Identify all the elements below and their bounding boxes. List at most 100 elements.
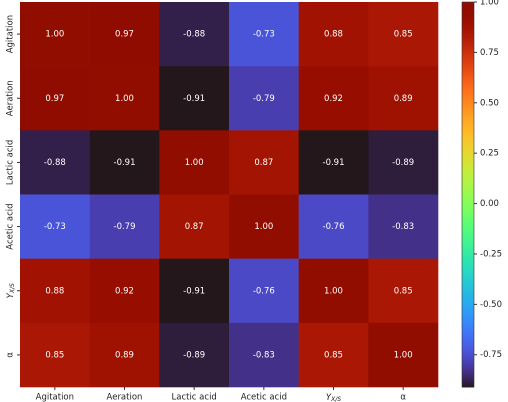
colorbar-segment bbox=[462, 306, 474, 309]
colorbar-segment bbox=[462, 346, 474, 349]
heatmap-cell bbox=[229, 130, 299, 195]
cell-label: 0.85 bbox=[394, 30, 413, 40]
colorbar-segment bbox=[462, 258, 474, 261]
colorbar-tick-label: 0.25 bbox=[480, 149, 499, 159]
colorbar-segment bbox=[462, 246, 474, 249]
cell-label: 0.89 bbox=[394, 94, 413, 104]
colorbar-segment bbox=[462, 340, 474, 344]
colorbar-segment bbox=[462, 136, 474, 140]
cell-label: -0.76 bbox=[323, 222, 345, 232]
x-tick-label: Agitation bbox=[36, 393, 74, 402]
colorbar-segment bbox=[462, 302, 474, 305]
cell-label: 1.00 bbox=[185, 158, 204, 168]
label-sub: X/S bbox=[9, 283, 16, 294]
colorbar-segment bbox=[462, 5, 474, 9]
colorbar-segment bbox=[462, 125, 474, 128]
colorbar-segment bbox=[462, 46, 474, 49]
cell-label: 0.88 bbox=[45, 286, 64, 296]
cell-label: 0.87 bbox=[254, 158, 273, 168]
colorbar-segment bbox=[462, 296, 474, 299]
colorbar-segment bbox=[462, 329, 474, 332]
colorbar-segment bbox=[462, 121, 474, 124]
colorbar-tick-label: -0.50 bbox=[480, 300, 502, 310]
colorbar-segment bbox=[462, 263, 474, 267]
colorbar-segment bbox=[462, 190, 474, 194]
colorbar-segment bbox=[462, 215, 474, 219]
colorbar-segment bbox=[462, 304, 474, 307]
colorbar-segment bbox=[462, 244, 474, 247]
colorbar-segment bbox=[462, 350, 474, 353]
colorbar-segment bbox=[462, 117, 474, 120]
colorbar-tick-label: -0.75 bbox=[480, 350, 502, 360]
label-sub: X/S bbox=[330, 396, 341, 402]
colorbar-segment bbox=[462, 308, 474, 311]
y-tick-label: Acetic acid bbox=[6, 203, 16, 249]
colorbar-segment bbox=[462, 42, 474, 45]
heatmap-cell bbox=[368, 258, 439, 324]
label-main: Y bbox=[326, 393, 332, 402]
colorbar-segment bbox=[462, 119, 474, 122]
colorbar-segment bbox=[462, 231, 474, 234]
colorbar-segment bbox=[462, 61, 474, 65]
colorbar-segment bbox=[462, 385, 474, 388]
colorbar-segment bbox=[462, 265, 474, 269]
colorbar-segment bbox=[462, 365, 474, 369]
colorbar-segment bbox=[462, 77, 474, 80]
heatmap-cell bbox=[368, 194, 439, 259]
colorbar-segment bbox=[462, 238, 474, 242]
colorbar-segment bbox=[462, 221, 474, 224]
cell-label: -0.76 bbox=[253, 286, 275, 296]
colorbar-segment bbox=[462, 360, 474, 363]
colorbar-segment bbox=[462, 57, 474, 61]
colorbar-segment bbox=[462, 375, 474, 378]
heatmap-cell bbox=[229, 66, 299, 131]
heatmap-cell bbox=[159, 2, 230, 67]
colorbar-segment bbox=[462, 75, 474, 78]
heatmap-cell bbox=[159, 194, 230, 259]
colorbar-segment bbox=[462, 333, 474, 336]
heatmap-cell bbox=[159, 258, 230, 324]
colorbar-segment bbox=[462, 67, 474, 70]
colorbar-segment bbox=[462, 361, 474, 365]
x-tick-label: Lactic acid bbox=[172, 393, 217, 402]
cell-label: 1.00 bbox=[394, 350, 413, 360]
colorbar-segment bbox=[462, 28, 474, 32]
colorbar-segment bbox=[462, 40, 474, 43]
y-tick-label: α bbox=[6, 352, 16, 358]
heatmap-cell bbox=[298, 2, 369, 67]
colorbar-segment bbox=[462, 356, 474, 359]
colorbar-segment bbox=[462, 30, 474, 34]
colorbar-segment bbox=[462, 82, 474, 86]
colorbar-segment bbox=[462, 373, 474, 376]
colorbar-segment bbox=[462, 223, 474, 226]
y-tick-label: YX/S bbox=[6, 283, 16, 298]
colorbar-segment bbox=[462, 123, 474, 126]
heatmap-cell bbox=[298, 322, 369, 388]
colorbar-segment bbox=[462, 184, 474, 188]
colorbar-segment bbox=[462, 159, 474, 163]
colorbar-segment bbox=[462, 84, 474, 88]
colorbar-segment bbox=[462, 19, 474, 22]
colorbar-segment bbox=[462, 313, 474, 317]
colorbar-segment bbox=[462, 59, 474, 63]
cell-label: 0.85 bbox=[394, 286, 413, 296]
cell-label: -0.73 bbox=[44, 222, 66, 232]
cell-label: 0.92 bbox=[324, 94, 343, 104]
cell-label: 1.00 bbox=[324, 286, 343, 296]
heatmap-cell bbox=[89, 194, 160, 259]
cell-label: 0.89 bbox=[115, 350, 134, 360]
colorbar-segment bbox=[462, 98, 474, 101]
colorbar-segment bbox=[462, 102, 474, 105]
colorbar-segment bbox=[462, 169, 474, 172]
colorbar-segment bbox=[462, 96, 474, 99]
colorbar-segment bbox=[462, 327, 474, 330]
cell-label: 0.88 bbox=[324, 30, 343, 40]
colorbar-tick-label: 0.50 bbox=[480, 98, 499, 108]
colorbar-segment bbox=[462, 38, 474, 41]
colorbar-segment bbox=[462, 335, 474, 338]
cell-label: 0.97 bbox=[45, 94, 64, 104]
colorbar-segment bbox=[462, 13, 474, 16]
heatmap-cell bbox=[20, 194, 90, 259]
heatmap-cell bbox=[20, 130, 90, 195]
